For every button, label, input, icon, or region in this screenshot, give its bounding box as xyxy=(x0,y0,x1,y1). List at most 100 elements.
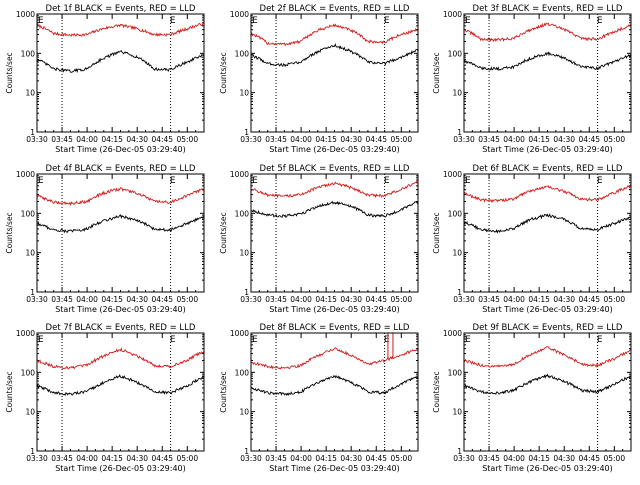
x-axis-label: Start Time (26-Dec-05 03:29:40) xyxy=(55,145,186,154)
x-tick-label: 04:00 xyxy=(76,454,98,463)
x-tick-label: 04:30 xyxy=(126,295,148,304)
panel-title: Det 2f BLACK = Events, RED = LLD xyxy=(260,4,410,14)
x-axis-label: Start Time (26-Dec-05 03:29:40) xyxy=(55,305,186,314)
lld-series-line xyxy=(463,22,632,43)
x-tick-label: 03:45 xyxy=(265,135,287,144)
y-tick-label: 1 xyxy=(244,288,249,297)
y-tick-label: 100 xyxy=(21,368,36,377)
x-tick-label: 04:30 xyxy=(126,454,148,463)
lld-series-line xyxy=(463,183,632,203)
x-tick-label: 04:45 xyxy=(365,135,387,144)
y-tick-label: 1000 xyxy=(443,10,462,19)
event-marker-label: E xyxy=(465,176,471,186)
y-tick-label: 1000 xyxy=(16,10,35,19)
panel-title: Det 6f BLACK = Events, RED = LLD xyxy=(473,164,623,174)
x-tick-label: 04:15 xyxy=(315,135,337,144)
x-tick-label: 04:15 xyxy=(315,295,337,304)
x-axis-label: Start Time (26-Dec-05 03:29:40) xyxy=(269,464,400,473)
x-tick-label: 04:15 xyxy=(101,454,123,463)
detector-panel: Det 2f BLACK = Events, RED = LLD Start Ti… xyxy=(219,4,419,154)
y-tick-label: 1 xyxy=(30,128,35,137)
y-tick-label: 100 xyxy=(235,209,250,218)
event-marker-label: E xyxy=(597,16,603,26)
x-tick-label: 04:45 xyxy=(151,135,173,144)
panel-title: Det 8f BLACK = Events, RED = LLD xyxy=(260,323,410,333)
event-marker-label: E xyxy=(170,16,176,26)
y-tick-label: 100 xyxy=(448,49,463,58)
panel-title: Det 7f BLACK = Events, RED = LLD xyxy=(46,323,196,333)
event-marker-label: E xyxy=(465,16,471,26)
y-tick-label: 1 xyxy=(457,128,462,137)
plot-frame xyxy=(36,13,205,133)
y-tick-label: 100 xyxy=(235,368,250,377)
y-tick-label: 10 xyxy=(452,408,462,417)
events-series-line xyxy=(463,213,632,234)
panel-title: Det 1f BLACK = Events, RED = LLD xyxy=(46,4,196,14)
event-marker-label: E xyxy=(170,176,176,186)
y-tick-label: 1 xyxy=(30,288,35,297)
x-tick-label: 05:00 xyxy=(176,454,198,463)
x-tick-label: 04:15 xyxy=(528,135,550,144)
lld-series-line xyxy=(36,347,205,370)
x-tick-label: 04:30 xyxy=(553,454,575,463)
lld-series-line xyxy=(250,347,419,370)
y-tick-label: 1000 xyxy=(230,10,249,19)
panel-title: Det 9f BLACK = Events, RED = LLD xyxy=(473,323,623,333)
y-tick-label: 100 xyxy=(21,209,36,218)
x-tick-label: 03:45 xyxy=(51,135,73,144)
x-axis-label: Start Time (26-Dec-05 03:29:40) xyxy=(482,145,613,154)
y-tick-label: 10 xyxy=(239,89,249,98)
x-axis-label: Start Time (26-Dec-05 03:29:40) xyxy=(269,305,400,314)
x-tick-label: 04:00 xyxy=(290,454,312,463)
lld-series-line xyxy=(250,181,419,199)
y-tick-label: 10 xyxy=(452,89,462,98)
y-tick-label: 1 xyxy=(457,447,462,456)
x-tick-label: 04:00 xyxy=(290,135,312,144)
lld-series-line xyxy=(250,23,419,47)
x-axis-label: Start Time (26-Dec-05 03:29:40) xyxy=(482,305,613,314)
y-tick-label: 10 xyxy=(239,408,249,417)
detector-panel: Det 9f BLACK = Events, RED = LLD Start Ti… xyxy=(432,323,632,473)
detector-panel: Det 5f BLACK = Events, RED = LLD Start Ti… xyxy=(219,164,419,314)
detector-panel: Det 1f BLACK = Events, RED = LLD Start Ti… xyxy=(5,4,205,154)
plot-frame xyxy=(36,332,205,452)
x-tick-label: 04:30 xyxy=(553,135,575,144)
x-tick-label: 04:45 xyxy=(151,454,173,463)
x-axis-label: Start Time (26-Dec-05 03:29:40) xyxy=(55,464,186,473)
detector-panel: Det 3f BLACK = Events, RED = LLD Start Ti… xyxy=(432,4,632,154)
detector-panel: Det 7f BLACK = Events, RED = LLD Start Ti… xyxy=(5,323,205,473)
detector-panel: Det 6f BLACK = Events, RED = LLD Start Ti… xyxy=(432,164,632,314)
y-axis-label: Counts/sec xyxy=(219,52,228,93)
x-tick-label: 03:45 xyxy=(265,295,287,304)
x-tick-label: 05:00 xyxy=(390,454,412,463)
x-tick-label: 03:45 xyxy=(265,454,287,463)
y-axis-label: Counts/sec xyxy=(432,212,441,253)
x-tick-label: 04:45 xyxy=(365,454,387,463)
x-tick-label: 05:00 xyxy=(603,135,625,144)
x-tick-label: 04:45 xyxy=(578,135,600,144)
x-tick-label: 04:15 xyxy=(528,295,550,304)
y-axis-label: Counts/sec xyxy=(5,212,14,253)
x-tick-label: 05:00 xyxy=(176,135,198,144)
panel-title: Det 5f BLACK = Events, RED = LLD xyxy=(260,164,410,174)
event-marker-label: E xyxy=(384,176,390,186)
x-tick-label: 04:45 xyxy=(578,454,600,463)
plot-frame xyxy=(36,173,205,293)
event-marker-label: E xyxy=(252,335,258,345)
x-tick-label: 03:45 xyxy=(51,454,73,463)
events-series-line xyxy=(36,50,205,73)
event-marker-label: E xyxy=(384,335,390,345)
event-marker-label: E xyxy=(597,335,603,345)
events-series-line xyxy=(463,51,632,71)
events-series-line xyxy=(36,373,205,396)
event-marker-label: E xyxy=(38,176,44,186)
plot-frame xyxy=(250,13,419,133)
event-marker-label: E xyxy=(38,16,44,26)
x-tick-label: 03:30 xyxy=(26,135,48,144)
x-tick-label: 03:45 xyxy=(51,295,73,304)
panel-title: Det 4f BLACK = Events, RED = LLD xyxy=(46,164,196,174)
event-marker-label: E xyxy=(38,335,44,345)
events-series-line xyxy=(250,200,419,218)
x-tick-label: 04:15 xyxy=(101,295,123,304)
